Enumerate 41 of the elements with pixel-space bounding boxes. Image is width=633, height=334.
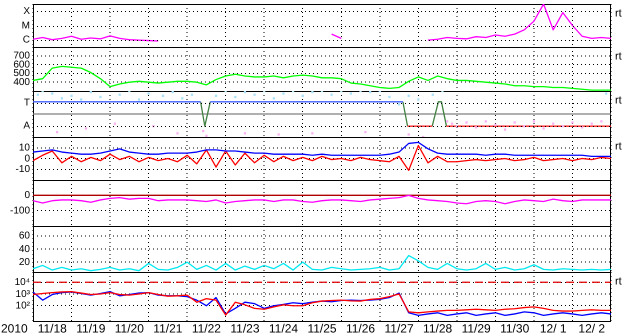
text: T [24,97,30,108]
x-tick-label: 11/24 [268,322,298,334]
x-tick-label: 11/30 [500,322,530,334]
y-tick-label: 600 [13,59,30,70]
x-tick-label: 11/22 [192,322,222,334]
x-tick-label: 11/26 [346,322,376,334]
text: C [22,34,30,46]
x-tick-label: 12/ 1 [540,322,567,334]
x-tick-label: 11/29 [462,322,492,334]
y-tick-label: 500 [13,68,30,80]
text: A [23,120,30,132]
x-tick-label: 11/18 [38,322,68,334]
y-tick-label: 10 [18,142,30,154]
text: rt [615,94,622,107]
y-tick-label: -100 [10,205,30,216]
y-tick-label: 0 [24,153,30,164]
y-tick-label: -10 [16,164,30,175]
y-tick-label: 40 [18,244,30,255]
x-tick-label: 11/28 [423,322,452,334]
y-tick-label: 20 [18,256,30,268]
y-tick-label: 10² [16,300,31,312]
text: rt [615,276,622,288]
x-tick-label: 12/ 2 [578,322,606,334]
y-tick-label: 10³ [16,288,31,300]
x-tick-label: 11/21 [153,322,183,334]
x-tick-label: 11/23 [230,322,260,334]
x-tick-label: 11/19 [76,322,106,334]
y-tick-label: 400 [13,76,30,88]
y-tick-label: 10⁴ [14,277,30,288]
y-tick-label: 700 [13,50,30,62]
text: rt [615,140,622,153]
y-tick-label: 0 [24,190,30,202]
x-tick-label: 11/25 [307,322,337,334]
text: rt [615,50,622,63]
x-tick-label: 11/27 [384,322,414,334]
x-axis-title: 2010 [1,321,28,334]
text: X [23,6,30,17]
y-tick-label: 60 [18,230,30,242]
text: M [22,20,30,32]
text: rt [615,8,622,20]
x-tick-label: 11/20 [114,322,144,334]
